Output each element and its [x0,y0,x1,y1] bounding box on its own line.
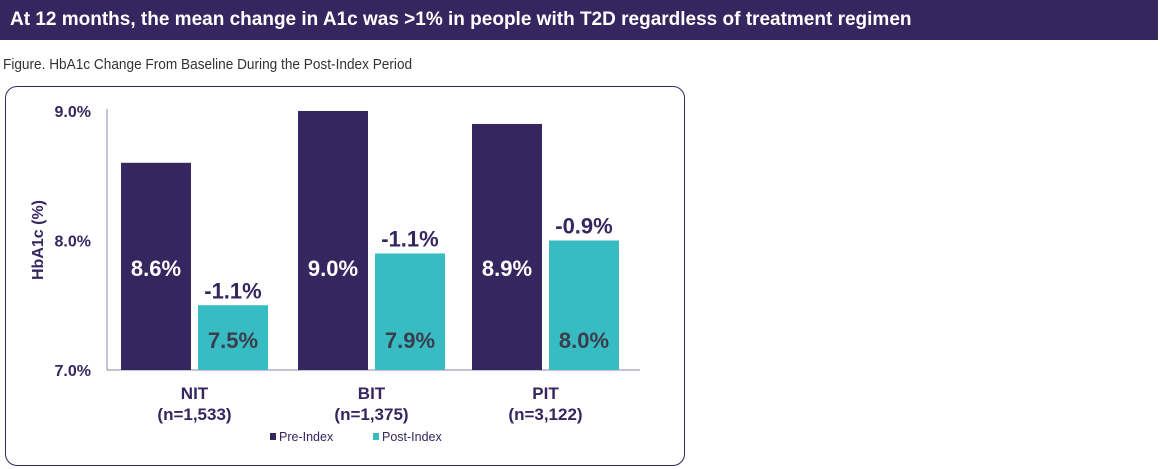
chart-frame [5,86,685,466]
bar-pre-index [121,162,191,370]
bar-value-label: 7.5% [208,328,258,353]
y-tick-label: 9.0% [55,104,91,121]
x-tick-label: PIT [532,384,559,403]
x-tick-n-label: (n=1,533) [157,405,231,424]
bar-pre-index [298,111,368,370]
bar-value-label: 8.0% [559,328,609,353]
bar-value-label: 8.6% [131,256,181,281]
legend-label-post-index: Post-Index [382,430,443,444]
bar-post-index [198,305,268,370]
x-tick-n-label: (n=3,122) [508,405,582,424]
legend-swatch-post-index [373,433,379,440]
bar-pre-index [472,123,542,370]
legend-swatch-pre-index [270,433,276,440]
x-tick-label: NIT [181,384,209,403]
bar-value-label: 9.0% [308,256,358,281]
y-tick-label: 8.0% [55,234,91,251]
page-title: At 12 months, the mean change in A1c was… [0,0,1158,40]
y-axis-title: HbA1c (%) [30,200,47,280]
change-label: -0.9% [555,214,612,239]
change-label: -1.1% [204,278,261,303]
bar-value-label: 7.9% [385,328,435,353]
change-label: -1.1% [381,226,438,251]
bar-post-index [375,253,445,370]
figure-caption: Figure. HbA1c Change From Baseline Durin… [3,57,413,73]
x-tick-label: BIT [358,384,386,403]
legend-label-pre-index: Pre-Index [279,430,334,444]
bar-value-label: 8.9% [482,256,532,281]
bar-post-index [549,240,619,370]
y-tick-label: 7.0% [55,363,91,380]
x-tick-n-label: (n=1,375) [334,405,408,424]
